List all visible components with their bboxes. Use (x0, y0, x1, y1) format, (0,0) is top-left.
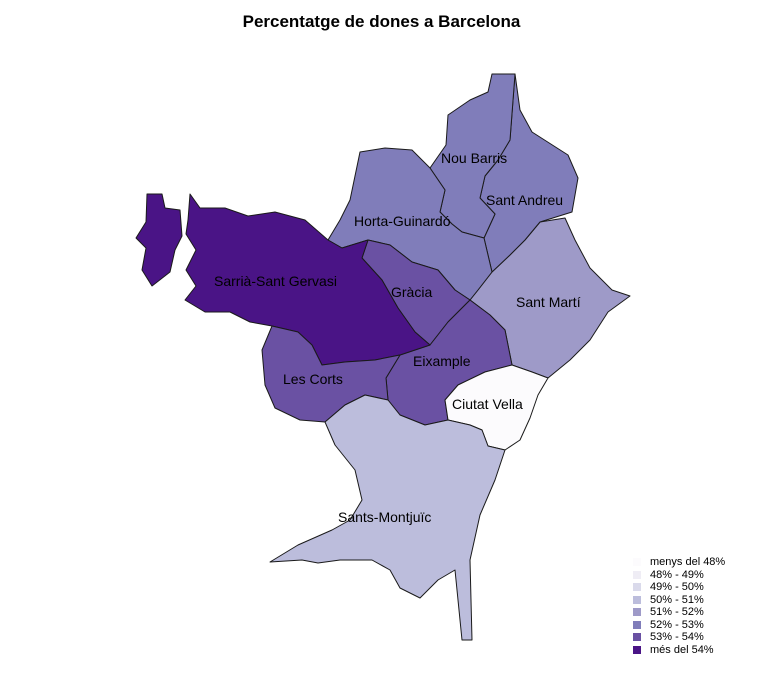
legend-item: 52% - 53% (633, 619, 725, 632)
legend-item: 51% - 52% (633, 606, 725, 619)
legend-label: 53% - 54% (650, 631, 704, 643)
label-gracia: Gràcia (391, 284, 432, 300)
legend-item: 50% - 51% (633, 594, 725, 607)
legend-swatch (633, 633, 641, 642)
legend-label: 48% - 49% (650, 568, 704, 581)
legend-item: 48% - 49% (633, 569, 725, 582)
label-sant-marti: Sant Martí (516, 294, 581, 310)
legend-label: menys del 48% (650, 556, 726, 568)
map-title: Percentatge de dones a Barcelona (242, 12, 521, 31)
label-les-corts: Les Corts (283, 371, 343, 387)
label-nou-barris: Nou Barris (441, 150, 507, 166)
legend-label: 51% - 52% (650, 606, 704, 618)
label-horta-guinardo: Horta-Guinardó (354, 213, 451, 229)
legend-swatch (633, 570, 641, 579)
legend-item: més del 54% (633, 644, 725, 657)
legend-swatch (633, 645, 641, 654)
legend-swatch (633, 558, 641, 567)
label-sants-montjuic: Sants-Montjuïc (338, 509, 431, 525)
label-sarria-sant-gervasi: Sarrià-Sant Gervasi (214, 273, 337, 289)
legend: menys del 48% 48% - 49% 49% - 50% 50% - … (633, 556, 725, 656)
legend-label: 52% - 53% (650, 618, 704, 631)
label-sant-andreu: Sant Andreu (486, 192, 563, 208)
legend-swatch (633, 595, 641, 604)
legend-swatch (633, 583, 641, 592)
label-ciutat-vella: Ciutat Vella (452, 396, 523, 412)
legend-label: més del 54% (650, 643, 714, 656)
legend-label: 50% - 51% (650, 593, 704, 606)
district-labels: Nou Barris Sant Andreu Horta-Guinardó Sa… (214, 150, 581, 525)
legend-label: 49% - 50% (650, 581, 704, 593)
legend-item: 53% - 54% (633, 631, 725, 644)
legend-item: menys del 48% (633, 556, 725, 569)
legend-swatch (633, 620, 641, 629)
legend-item: 49% - 50% (633, 581, 725, 594)
label-eixample: Eixample (413, 353, 471, 369)
district-sants-montjuic[interactable] (269, 394, 506, 641)
legend-swatch (633, 608, 641, 617)
